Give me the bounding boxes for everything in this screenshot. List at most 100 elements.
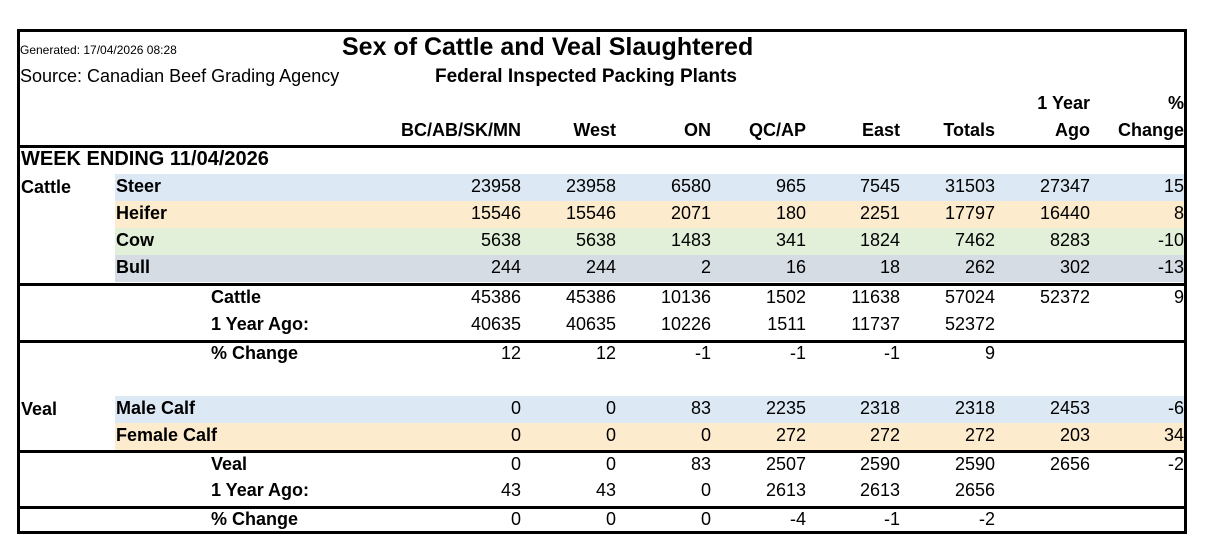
cell-on: 2 [700,257,711,277]
row-label: Steer [116,176,162,196]
col-header-pct-change-line2: Change [1117,120,1184,140]
cell-bc-ab-sk-mn: 45386 [470,287,521,307]
cell-bc-ab-sk-mn: 12 [500,343,521,363]
cell-totals: 17797 [944,203,995,223]
cell-bc-ab-sk-mn: 15546 [470,203,521,223]
cell-east: 18 [879,257,900,277]
cell-on: 83 [690,398,711,418]
cell-qc-ap: 965 [775,176,806,196]
col-header-pct-change-line1: % [1167,93,1184,113]
cell-on: 1483 [670,230,711,250]
row-label: 1 Year Ago: [211,480,310,500]
cell-qc-ap: 2235 [765,398,806,418]
cell-totals: 272 [964,425,995,445]
row-label: Bull [116,257,150,277]
table-row-veal-total: Veal 0 0 83 2507 2590 2590 2656 -2 [0,452,1207,479]
cell-pct-change: -6 [1167,398,1184,418]
cell-bc-ab-sk-mn: 23958 [470,176,521,196]
veal-change-divider [17,506,1187,509]
cell-bc-ab-sk-mn: 0 [510,454,521,474]
cell-pct-change: 9 [1173,287,1184,307]
cell-totals: 2656 [954,480,995,500]
table-row-female-calf: Female Calf 0 0 0 272 272 272 203 34 [0,423,1207,450]
col-header-year-ago-line1: 1 Year [1037,93,1090,113]
cell-west: 0 [605,398,616,418]
col-header-east: East [861,120,900,140]
row-label: 1 Year Ago: [211,314,310,334]
cell-totals: 2590 [954,454,995,474]
veal-group-label: Veal [21,399,58,419]
steer-band [115,174,1184,201]
cell-west: 23958 [565,176,616,196]
male-calf-band [115,396,1184,423]
cell-west: 0 [605,454,616,474]
week-ending-label: WEEK ENDING 11/04/2026 [21,148,269,170]
cell-west: 40635 [565,314,616,334]
cell-pct-change: -13 [1157,257,1184,277]
cell-east: 2590 [859,454,900,474]
row-label: Cow [116,230,154,250]
cell-bc-ab-sk-mn: 5638 [480,230,521,250]
cell-bc-ab-sk-mn: 0 [510,509,521,529]
row-label: % Change [211,343,299,363]
cell-west: 0 [605,425,616,445]
cell-on: 0 [700,425,711,445]
cell-east: -1 [883,509,900,529]
cattle-subtotal-divider [17,283,1187,286]
table-row-cattle-total: Cattle 45386 45386 10136 1502 11638 5702… [0,285,1207,312]
col-header-totals: Totals [943,120,995,140]
table-row-cow: Cow 5638 5638 1483 341 1824 7462 8283 -1… [0,228,1207,255]
cell-on: 10226 [660,314,711,334]
cell-year-ago: 302 [1059,257,1090,277]
cell-east: 11638 [851,287,900,307]
cell-totals: 262 [964,257,995,277]
cell-west: 45386 [565,287,616,307]
cell-on: 0 [700,480,711,500]
cattle-change-divider [17,340,1187,343]
table-row-veal-year-ago: 1 Year Ago: 43 43 0 2613 2613 2656 [0,478,1207,505]
row-label: Veal [211,454,248,474]
cell-year-ago: 2656 [1049,454,1090,474]
cell-qc-ap: 341 [775,230,806,250]
table-row-steer: Steer 23958 23958 6580 965 7545 31503 27… [0,174,1207,201]
cell-bc-ab-sk-mn: 0 [510,425,521,445]
report-frame [17,29,1187,534]
table-row-male-calf: Male Calf 0 0 83 2235 2318 2318 2453 -6 [0,396,1207,423]
source-label: Source: Canadian Beef Grading Agency [20,66,340,86]
cell-west: 5638 [575,230,616,250]
cell-totals: 7462 [954,230,995,250]
report-title: Sex of Cattle and Veal Slaughtered [342,33,754,61]
cell-west: 15546 [565,203,616,223]
cell-year-ago: 2453 [1049,398,1090,418]
report-subtitle: Federal Inspected Packing Plants [435,66,737,87]
cell-on: -1 [694,343,711,363]
cell-east: 2318 [859,398,900,418]
col-header-on: ON [684,120,711,140]
row-label: % Change [211,509,299,529]
cell-east: 7545 [859,176,900,196]
cell-east: 11737 [851,314,900,334]
cell-qc-ap: -1 [789,343,806,363]
cell-west: 12 [595,343,616,363]
cell-west: 0 [605,509,616,529]
cell-on: 2071 [670,203,711,223]
cell-bc-ab-sk-mn: 43 [500,480,521,500]
table-row-veal-pct-change: % Change 0 0 0 -4 -1 -2 [0,507,1207,534]
col-header-qc-ap: QC/AP [748,120,806,140]
table-row-cattle-year-ago: 1 Year Ago: 40635 40635 10226 1511 11737… [0,312,1207,339]
veal-subtotal-divider [17,450,1187,453]
row-label: Female Calf [116,425,218,445]
cell-east: -1 [883,343,900,363]
cell-year-ago: 16440 [1039,203,1090,223]
bull-band [115,255,1184,282]
cell-east: 2251 [859,203,900,223]
cell-pct-change: -10 [1157,230,1184,250]
cell-bc-ab-sk-mn: 0 [510,398,521,418]
cell-qc-ap: 180 [775,203,806,223]
cow-band [115,228,1184,255]
cattle-group-label: Cattle [21,177,72,197]
cell-totals: 9 [984,343,995,363]
cell-bc-ab-sk-mn: 244 [490,257,521,277]
cell-east: 1824 [859,230,900,250]
cell-qc-ap: 2613 [765,480,806,500]
